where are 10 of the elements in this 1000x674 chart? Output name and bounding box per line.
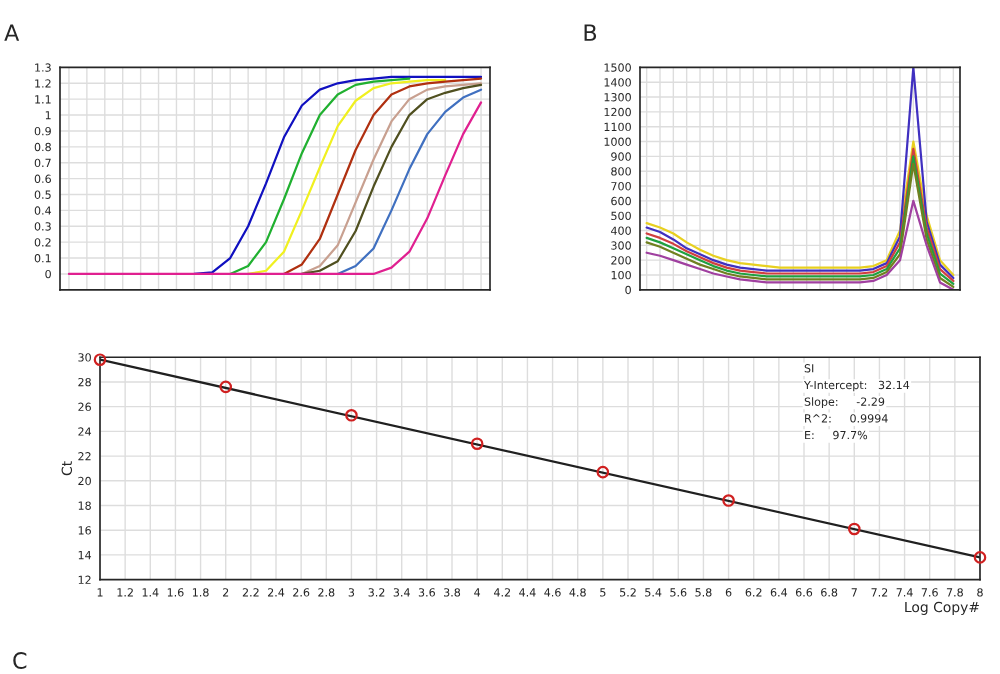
text: C <box>13 652 27 669</box>
line-series <box>336 88 483 276</box>
line-series <box>193 75 483 276</box>
chart-title: B <box>584 24 597 41</box>
line-series <box>229 77 411 276</box>
line-series <box>645 67 955 280</box>
line-series <box>67 101 483 276</box>
chart-title: A <box>4 24 20 41</box>
line-series <box>247 79 447 276</box>
line-series <box>645 199 955 290</box>
